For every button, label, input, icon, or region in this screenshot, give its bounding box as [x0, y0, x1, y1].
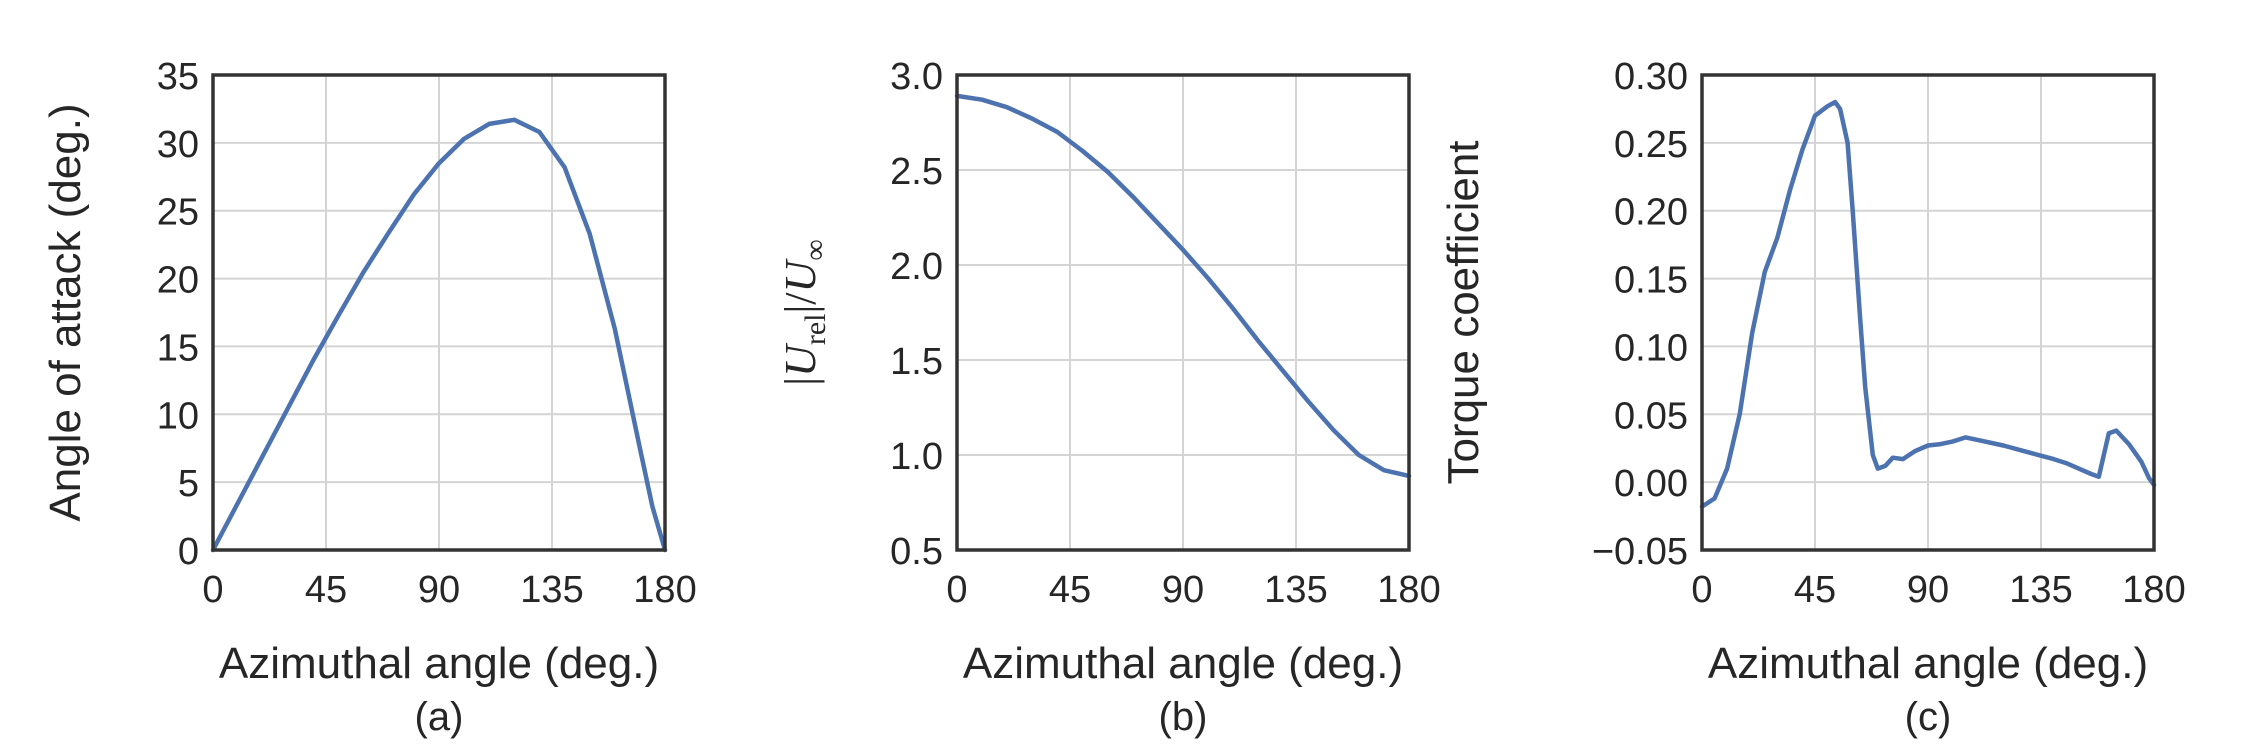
x-tick-label: 90 [418, 569, 460, 611]
y-tick-label: −0.05 [1592, 531, 1688, 573]
y-tick-label: 1.0 [890, 436, 943, 478]
x-tick-label: 0 [202, 569, 223, 611]
series-line [1699, 99, 2157, 509]
axes-frame [211, 73, 667, 552]
chart-panel-1: 0 45 90 135 180 0 5 10 15 20 25 30 35 Azimuthal angle… [41, 56, 697, 739]
series-line [210, 117, 668, 553]
y-tick-label: 25 [157, 192, 199, 234]
y-axis-label-part: ∞ [799, 239, 832, 260]
chart-panel-3: 0 45 90 135 180 −0.05 0.00 0.05 0.10 0.15 0.20 0.25… [1439, 56, 2186, 739]
panel-label: (c) [1905, 695, 1952, 739]
x-tick-label: 180 [1377, 569, 1440, 611]
x-tick-label: 135 [1264, 569, 1327, 611]
y-tick-label: 20 [157, 260, 199, 302]
axes-frame [955, 73, 1411, 552]
y-axis-label: Angle of attack (deg.) [41, 103, 90, 521]
y-tick-label: 2.5 [890, 151, 943, 193]
x-tick-label: 135 [2009, 569, 2072, 611]
y-tick-label: 0.30 [1614, 56, 1688, 98]
x-tick-label: 135 [520, 569, 583, 611]
x-axis-label: Azimuthal angle (deg.) [963, 639, 1403, 688]
y-axis-label-part: U [776, 342, 825, 377]
x-axis-label: Azimuthal angle (deg.) [219, 639, 659, 688]
x-tick-label: 45 [1794, 569, 1836, 611]
y-tick-label: 0.5 [890, 531, 943, 573]
x-tick-label: 180 [2122, 569, 2185, 611]
x-tick-label: 45 [1049, 569, 1091, 611]
x-axis-label: Azimuthal angle (deg.) [1708, 639, 2148, 688]
y-axis-label-part: |/ [776, 292, 825, 314]
y-axis-label-part: | [776, 377, 825, 386]
y-tick-label: 30 [157, 124, 199, 166]
axes-frame [1700, 73, 2156, 552]
y-tick-label: 5 [178, 463, 199, 505]
y-tick-label: 0.25 [1614, 124, 1688, 166]
x-tick-label: 90 [1907, 569, 1949, 611]
y-tick-label: 0 [178, 531, 199, 573]
panel-label: (b) [1159, 695, 1208, 739]
y-tick-label: 0.05 [1614, 395, 1688, 437]
y-tick-label: 10 [157, 395, 199, 437]
y-axis-label-part: rel [799, 313, 832, 345]
y-tick-label: 2.0 [890, 246, 943, 288]
y-tick-label: 0.15 [1614, 260, 1688, 302]
panel-label: (a) [415, 695, 464, 739]
y-tick-label: 3.0 [890, 56, 943, 98]
y-tick-label: 0.10 [1614, 327, 1688, 369]
y-tick-label: 35 [157, 56, 199, 98]
chart-panel-2: 0 45 90 135 180 0.5 1.0 1.5 2.0 2.5 3.0 Azimuthal a… [776, 56, 1441, 739]
y-tick-label: 0.00 [1614, 463, 1688, 505]
series-line [954, 93, 1412, 479]
y-axis-label: Torque coefficient [1439, 140, 1488, 484]
x-tick-label: 180 [633, 569, 696, 611]
y-tick-label: 15 [157, 327, 199, 369]
x-tick-label: 45 [305, 569, 347, 611]
x-tick-label: 0 [946, 569, 967, 611]
y-axis-label-part: U [776, 257, 825, 292]
y-tick-label: 1.5 [890, 341, 943, 383]
y-axis-label: |Urel|/U∞ [776, 239, 832, 385]
y-tick-label: 0.20 [1614, 192, 1688, 234]
x-tick-label: 0 [1691, 569, 1712, 611]
x-tick-label: 90 [1162, 569, 1204, 611]
